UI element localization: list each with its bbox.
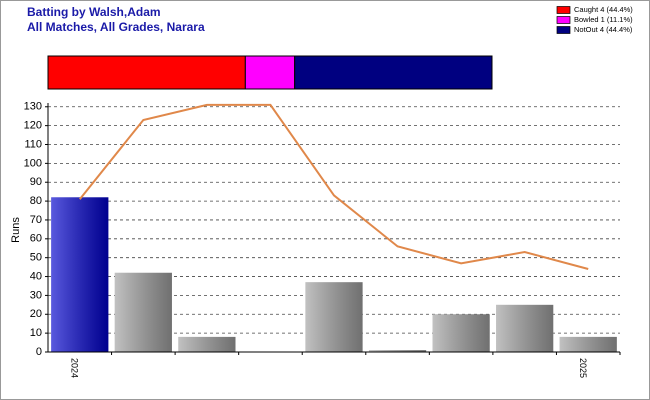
y-tick-label: 20 [30,308,42,320]
bar-shade [559,336,617,352]
legend-label: Caught 4 (44.4%) [574,5,633,14]
proportion-segment [244,55,296,90]
legend-label: NotOut 4 (44.4%) [574,25,633,34]
y-tick-label: 0 [36,346,42,358]
x-tick-label: 2024 [69,358,79,378]
y-tick-label: 100 [24,157,42,169]
y-tick-label: 80 [30,195,42,207]
legend-swatch [556,6,571,14]
bar-shade [51,197,109,352]
chart-subtitle: All Matches, All Grades, Narara [27,20,205,34]
legend-swatch [556,16,571,24]
y-tick-label: 90 [30,176,42,188]
line [78,103,589,270]
bar-shade [114,272,172,352]
bar-shade [178,336,236,352]
y-tick-label: 110 [24,138,42,150]
y-tick-label: 120 [24,120,42,132]
proportion-segment [47,55,246,90]
y-axis-label: Runs [10,217,22,243]
bar-shade [432,314,490,352]
y-tick-label: 60 [30,233,42,245]
legend-swatch [556,26,571,34]
bar-shade [305,282,363,352]
y-tick-label: 130 [24,101,42,113]
bar-shade [496,304,554,352]
x-tick-label: 2025 [578,358,588,378]
proportion-segment [294,55,493,90]
y-tick-label: 70 [30,214,42,226]
bar-shade [368,350,427,352]
y-tick-label: 10 [30,327,42,339]
legend-label: Bowled 1 (11.1%) [574,15,633,24]
y-tick-label: 30 [30,289,42,301]
chart-title: Batting by Walsh,Adam [27,5,161,19]
y-tick-label: 40 [30,270,42,282]
y-tick-label: 50 [30,252,42,264]
